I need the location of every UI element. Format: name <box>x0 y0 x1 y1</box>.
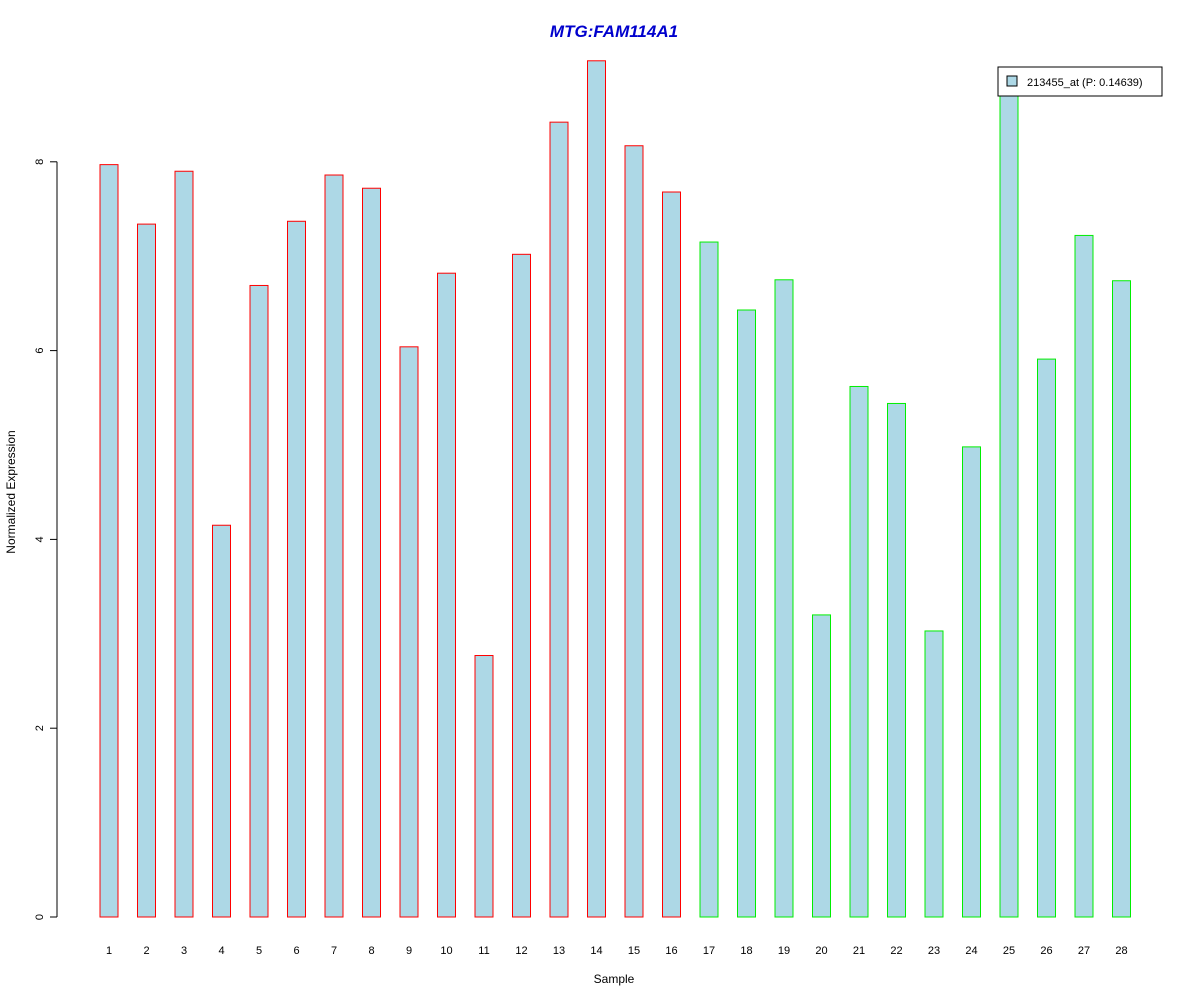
bar <box>249 284 269 918</box>
x-tick-label: 22 <box>890 945 902 957</box>
y-tick-label: 6 <box>34 348 46 354</box>
bar <box>662 191 681 918</box>
legend-swatch <box>1006 75 1018 87</box>
x-tick-label: 23 <box>928 945 940 957</box>
bar <box>1112 280 1131 918</box>
x-tick-label: 19 <box>778 945 790 957</box>
bar <box>287 220 306 918</box>
legend-label: 213455_at (P: 0.14639) <box>1027 77 1143 89</box>
bars <box>99 60 1131 918</box>
bar <box>512 253 531 918</box>
bar <box>212 524 231 918</box>
x-tick-label: 8 <box>368 945 374 957</box>
x-tick-label: 13 <box>553 945 565 957</box>
y-tick-label: 2 <box>34 725 46 731</box>
x-tick-label: 26 <box>1040 945 1052 957</box>
x-tick-label: 16 <box>665 945 677 957</box>
legend: 213455_at (P: 0.14639) <box>997 66 1163 97</box>
x-tick-label: 5 <box>256 945 262 957</box>
x-tick-label: 25 <box>1003 945 1015 957</box>
bar <box>699 241 719 918</box>
x-tick-label: 7 <box>331 945 337 957</box>
bar <box>587 60 606 918</box>
y-tick-label: 4 <box>34 536 46 542</box>
bar <box>549 121 569 918</box>
legend-box <box>997 66 1163 97</box>
y-tick-label: 0 <box>34 914 46 920</box>
bar <box>887 402 906 918</box>
bar <box>99 164 119 918</box>
bar <box>812 614 831 918</box>
x-tick-label: 21 <box>853 945 865 957</box>
bar <box>774 279 794 918</box>
bar <box>962 446 981 918</box>
bar <box>624 145 644 918</box>
x-tick-label: 3 <box>181 945 187 957</box>
bar <box>399 346 419 918</box>
x-tick-label: 28 <box>1115 945 1127 957</box>
bar <box>1074 234 1094 918</box>
x-tick-label: 4 <box>218 945 224 957</box>
x-tick-label: 20 <box>815 945 827 957</box>
bar <box>737 309 756 918</box>
bar <box>437 272 456 918</box>
chart-title: MTG:FAM114A1 <box>550 22 678 41</box>
x-axis-ticks: 1 2 3 4 5 6 7 8 9 10 11 12 13 14 15 16 17 18 19 20 21 22 23 24 2… <box>106 945 1128 957</box>
x-tick-label: 24 <box>965 945 977 957</box>
bar <box>474 655 494 918</box>
bar <box>362 187 381 918</box>
x-tick-label: 14 <box>590 945 602 957</box>
y-tick-label: 8 <box>34 159 46 165</box>
x-tick-label: 2 <box>143 945 149 957</box>
y-axis-label: Normalized Expression <box>4 430 18 553</box>
x-tick-label: 11 <box>478 945 489 957</box>
x-tick-label: 10 <box>440 945 452 957</box>
bar <box>1037 358 1056 918</box>
x-tick-label: 17 <box>703 945 715 957</box>
x-tick-label: 12 <box>515 945 527 957</box>
y-axis: 0 2 4 6 8 <box>34 159 58 920</box>
x-tick-label: 27 <box>1078 945 1090 957</box>
x-tick-label: 1 <box>106 945 112 957</box>
bar <box>324 174 344 918</box>
x-tick-label: 9 <box>406 945 412 957</box>
x-tick-label: 6 <box>293 945 299 957</box>
bar <box>999 83 1019 918</box>
bar <box>137 223 156 918</box>
x-tick-label: 18 <box>740 945 752 957</box>
bar <box>849 385 869 918</box>
bar <box>174 170 194 918</box>
x-axis-label: Sample <box>594 972 635 986</box>
x-tick-label: 15 <box>628 945 640 957</box>
bar <box>924 630 944 918</box>
